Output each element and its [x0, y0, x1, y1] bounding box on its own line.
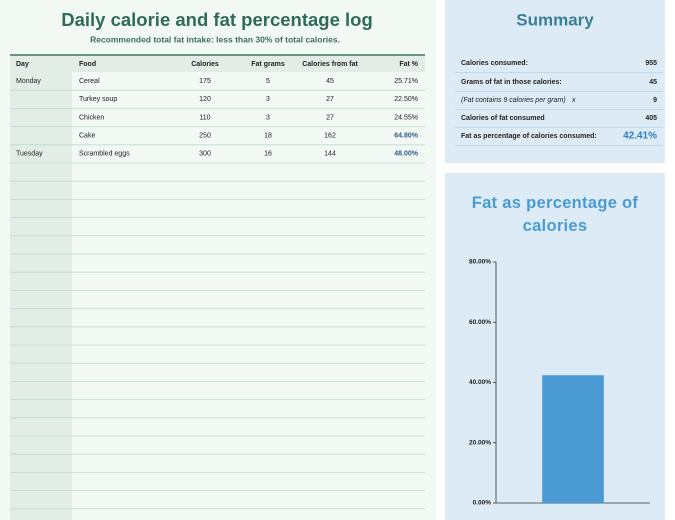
cell: 45 [326, 78, 334, 85]
y-tick-label: 60.00% [469, 319, 491, 326]
column-header: Day [16, 61, 29, 68]
day-column [10, 72, 72, 520]
cell: 64.80% [394, 133, 419, 140]
chart-title: Fat as percentage of calories [471, 194, 639, 235]
y-tick-label: 20.00% [469, 439, 491, 446]
cell: 110 [199, 114, 210, 121]
cell: Turkey soup [79, 96, 117, 103]
column-header: Fat % [399, 61, 418, 68]
cell: Chicken [79, 114, 104, 121]
cell: 250 [199, 133, 211, 140]
header-row [10, 55, 425, 72]
cell: Tuesday [16, 151, 43, 158]
cell: 27 [326, 96, 334, 103]
column-header: Fat grams [251, 61, 285, 68]
cell: Scrambled eggs [79, 151, 130, 158]
cell: 16 [264, 151, 272, 158]
y-tick-label: 80.00% [469, 259, 491, 266]
summary-label: Grams of fat in those calories: [461, 79, 562, 86]
summary-value: 405 [645, 115, 657, 122]
subtitle: Recommended total fat intake: less than … [90, 34, 340, 44]
cell: 5 [266, 78, 270, 85]
cell: 300 [199, 151, 211, 158]
column-header: Food [79, 61, 96, 68]
y-tick-label: 0.00% [473, 500, 492, 507]
summary-label: Calories consumed: [461, 60, 528, 67]
bar [542, 375, 604, 503]
cell: 3 [266, 114, 270, 121]
summary-value: 9 [653, 97, 657, 104]
log-panel [0, 0, 436, 520]
cell: 27 [326, 114, 334, 121]
cell: 162 [324, 133, 336, 140]
summary-value: 45 [649, 79, 657, 86]
cell: 3 [266, 96, 270, 103]
summary-label: Calories of fat consumed [461, 115, 545, 122]
summary-value: 955 [645, 60, 657, 67]
y-tick-label: 40.00% [469, 379, 491, 386]
summary-panel [445, 0, 665, 163]
title: Daily calorie and fat percentage log [61, 9, 373, 30]
column-header: Calories from fat [302, 61, 358, 68]
summary-label: (Fat contains 9 calories per gram) [461, 97, 566, 104]
summary-label: Fat as percentage of calories consumed: [461, 133, 597, 140]
cell: 18 [264, 133, 272, 140]
cell: 25.71% [394, 78, 418, 85]
cell: 120 [199, 96, 211, 103]
cell: 22.50% [394, 96, 418, 103]
cell: 175 [199, 78, 211, 85]
cell: 24.55% [394, 114, 418, 121]
summary-value: 42.41% [623, 131, 657, 142]
cell: Monday [16, 78, 41, 85]
summary-mark: x [571, 97, 576, 104]
cell: Cereal [79, 78, 100, 85]
cell: 144 [324, 151, 336, 158]
column-header: Calories [191, 61, 219, 68]
cell: Cake [79, 133, 95, 140]
cell: 48.00% [394, 151, 419, 158]
summary-title: Summary [516, 10, 594, 29]
